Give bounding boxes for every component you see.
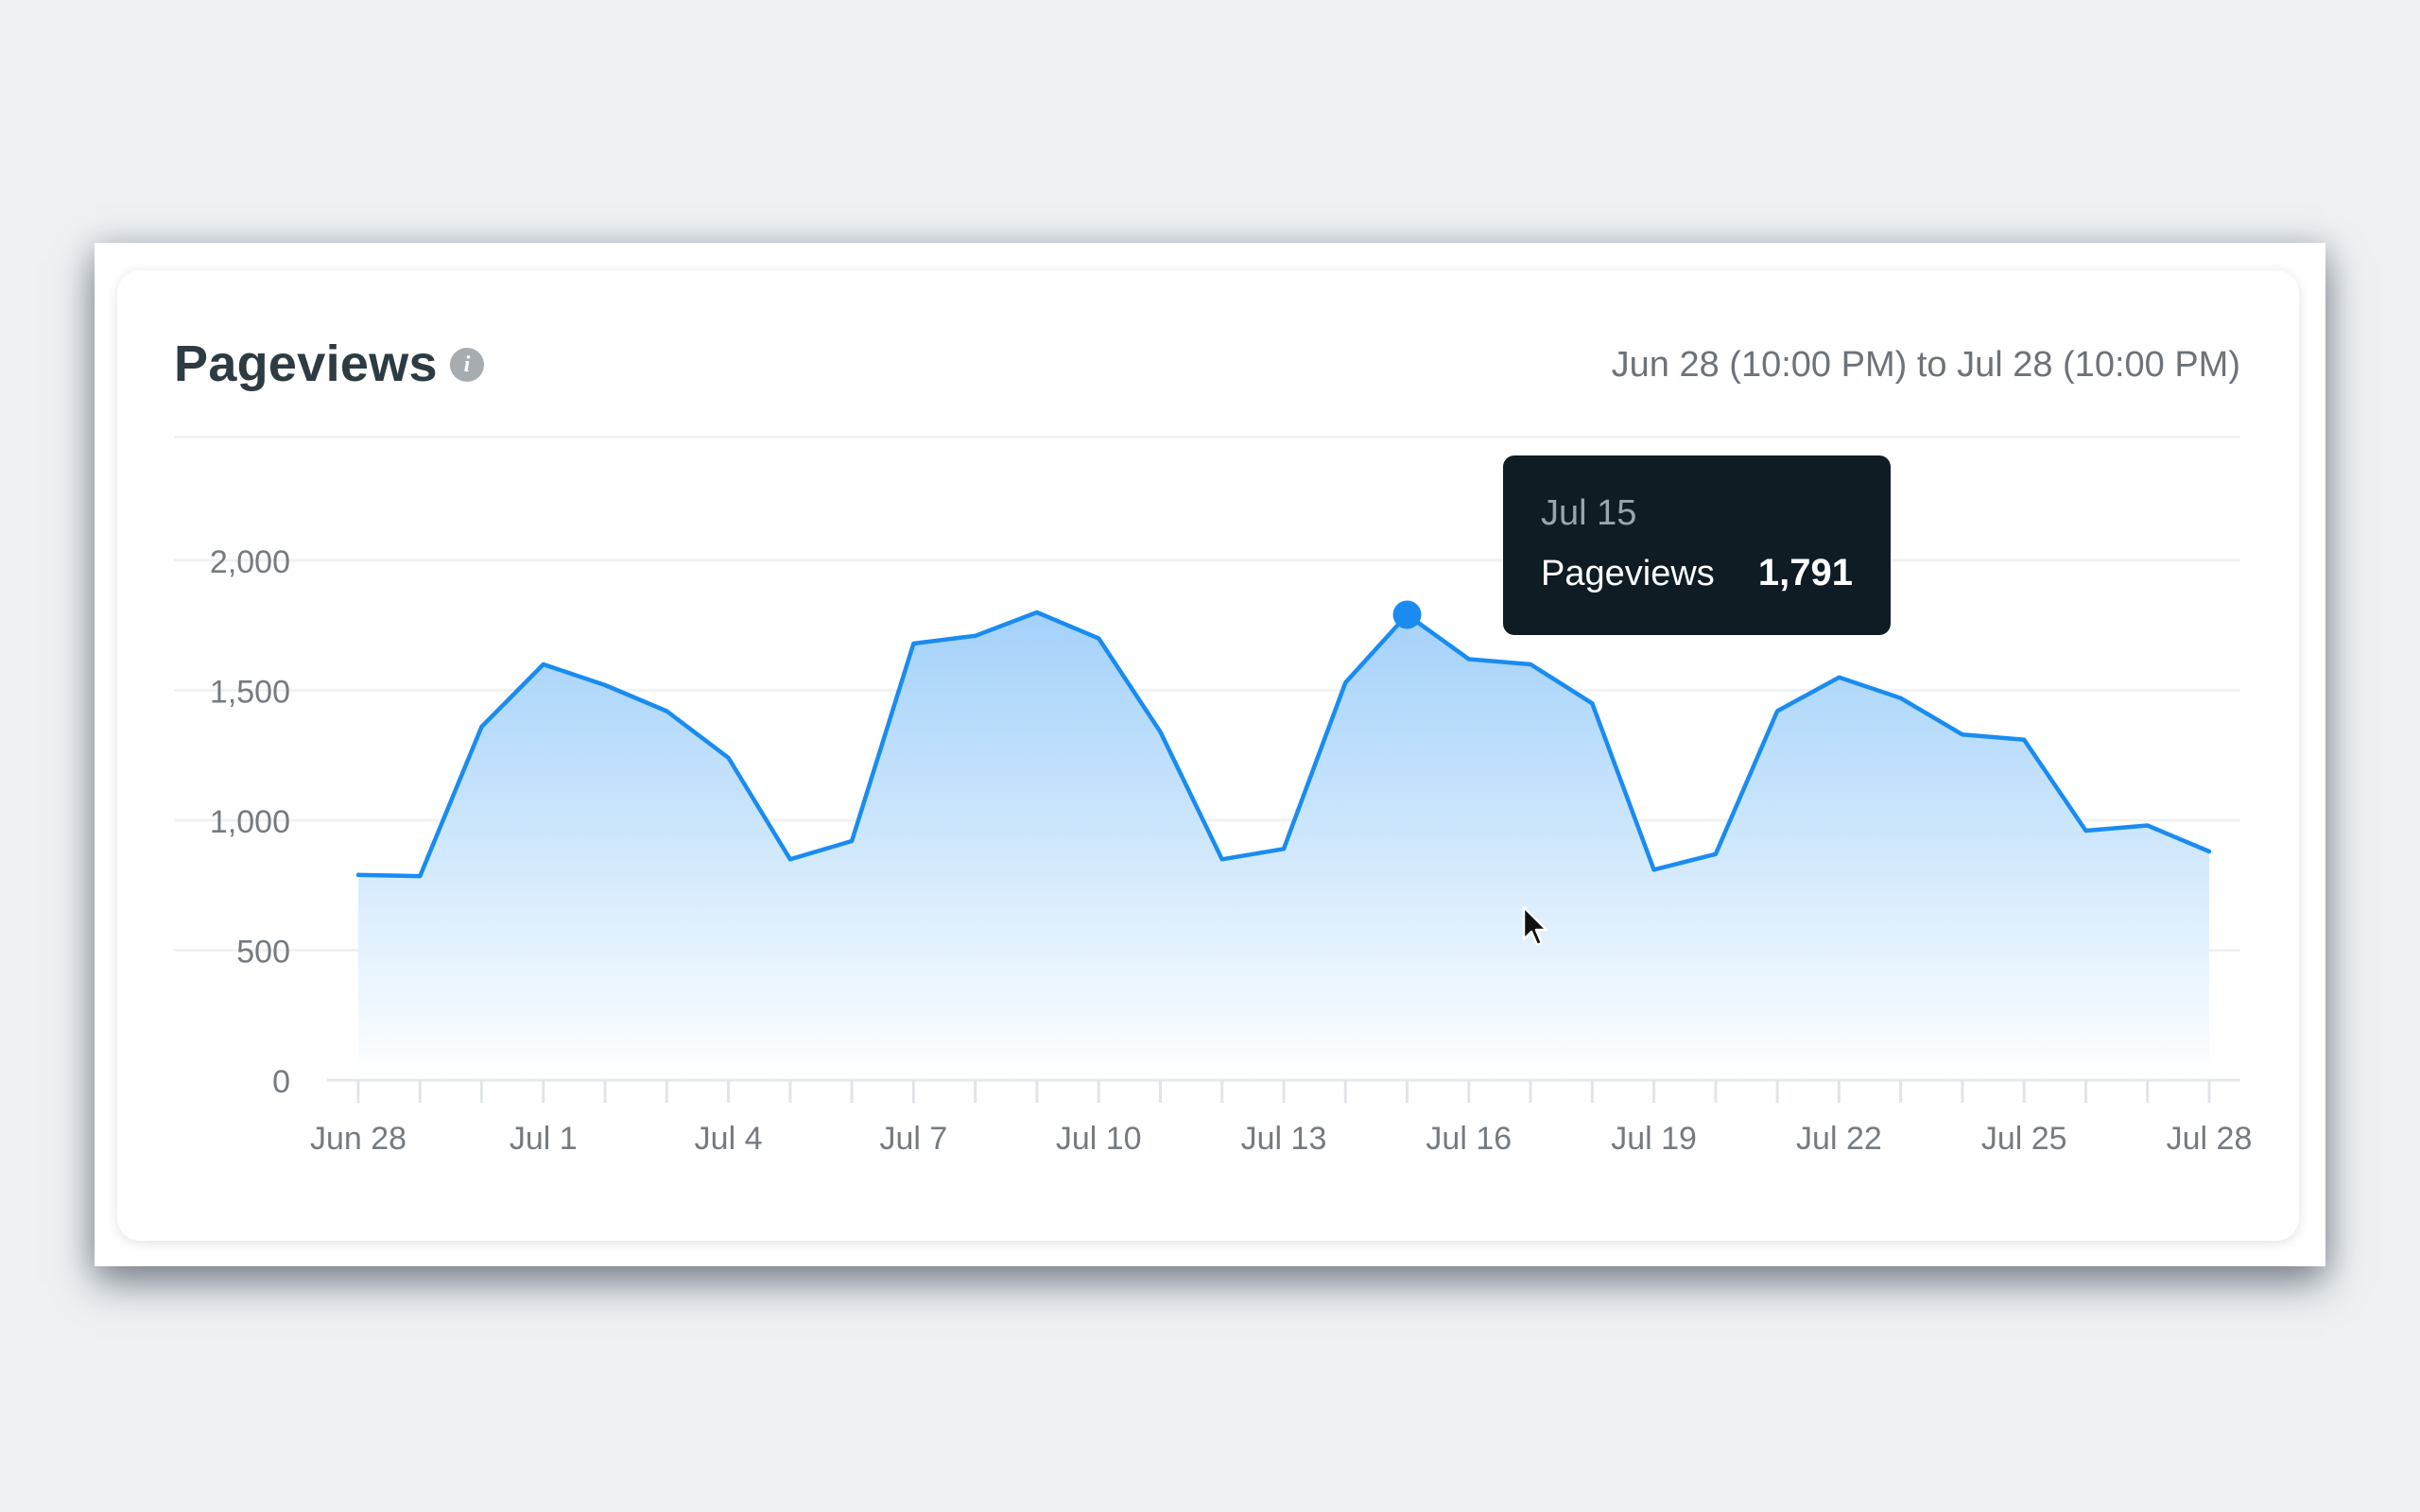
y-tick-label: 500 — [236, 935, 290, 971]
series-line — [355, 610, 2212, 879]
x-tick-label: Jul 13 — [1241, 1121, 1327, 1157]
y-tick-label: 1,500 — [210, 675, 290, 711]
tooltip-date: Jul 15 — [1541, 493, 1637, 533]
info-icon[interactable]: i — [450, 348, 484, 382]
y-tick-label: 1,000 — [210, 804, 290, 840]
x-tick-label: Jul 10 — [1056, 1121, 1142, 1157]
tooltip-label: Pageviews — [1541, 554, 1715, 593]
mouse-cursor-icon — [1522, 905, 1548, 947]
x-tick-label: Jul 1 — [510, 1121, 578, 1157]
x-tick-label: Jul 16 — [1426, 1121, 1512, 1157]
date-range: Jun 28 (10:00 PM) to Jul 28 (10:00 PM) — [1611, 345, 2240, 385]
pageviews-card: Pageviews i Jun 28 (10:00 PM) to Jul 28 … — [117, 270, 2299, 1241]
x-tick-label: Jul 4 — [695, 1121, 763, 1157]
header-divider — [174, 436, 2240, 438]
y-tick-label: 0 — [272, 1064, 290, 1100]
x-tick-label: Jun 28 — [310, 1121, 406, 1157]
highlighted-data-point — [1392, 600, 1422, 629]
x-tick-label: Jul 19 — [1611, 1121, 1697, 1157]
card-title: Pageviews — [174, 335, 438, 392]
x-tick-label: Jul 22 — [1796, 1121, 1882, 1157]
x-tick-label: Jul 7 — [879, 1121, 947, 1157]
y-tick-label: 2,000 — [210, 544, 290, 580]
pageviews-chart: 0 500 1,000 1,500 2,000 Jun 28 Jul 1 Jul 4 Jul 7… — [174, 544, 2253, 1157]
tooltip-value: 1,791 — [1757, 552, 1853, 593]
chart-tooltip: Jul 15 Pageviews 1,791 — [1503, 455, 1891, 635]
x-tick-label: Jul 28 — [2167, 1121, 2253, 1157]
series-area-fill — [358, 612, 2209, 1080]
x-tick-label: Jul 25 — [1981, 1121, 2067, 1157]
